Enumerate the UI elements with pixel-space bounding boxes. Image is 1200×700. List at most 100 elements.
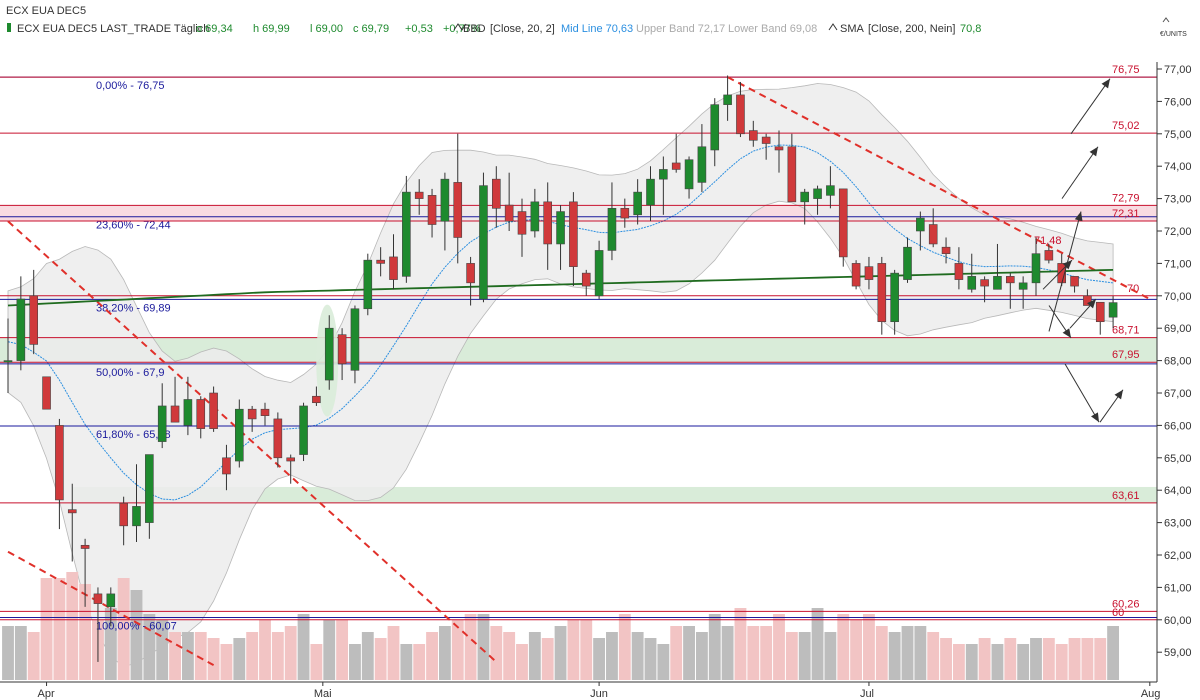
volume-bar xyxy=(169,632,181,680)
candle-body xyxy=(93,593,103,604)
candle-body xyxy=(55,425,64,501)
volume-bar xyxy=(580,620,593,680)
volume-bar xyxy=(156,620,169,680)
candle-body xyxy=(736,94,745,135)
candle-body xyxy=(132,506,141,527)
instrument-label: ECX EUA DEC5 LAST_TRADE Täglich xyxy=(17,23,209,35)
candle-body xyxy=(16,298,26,361)
level-label: 72,31 xyxy=(1112,208,1140,220)
candle-body xyxy=(556,211,565,245)
x-tick-label: Jun xyxy=(590,688,608,700)
volume-bar xyxy=(708,614,721,680)
upper-band-label: Upper Band 72,17 xyxy=(636,23,725,35)
level-label: 68,71 xyxy=(1112,325,1140,337)
volume-bar xyxy=(2,626,14,680)
candle-body xyxy=(684,159,694,190)
candle-body xyxy=(1070,276,1079,287)
volume-bar xyxy=(14,626,27,680)
x-tick-label: Apr xyxy=(38,688,55,700)
high-value: h 69,99 xyxy=(253,23,290,35)
y-tick-label: 74,00 xyxy=(1164,161,1192,173)
candle-body xyxy=(183,399,193,426)
candle-body xyxy=(324,327,334,381)
volume-bar xyxy=(79,584,92,680)
y-tick-label: 69,00 xyxy=(1164,323,1192,335)
volume-bar xyxy=(451,620,464,680)
volume-bar xyxy=(747,626,760,680)
volume-bar xyxy=(27,632,40,680)
projection-arrow xyxy=(1048,211,1082,332)
candle-body xyxy=(491,178,501,209)
volume-bar xyxy=(387,626,400,680)
volume-bar xyxy=(336,620,349,680)
volume-bar xyxy=(400,644,413,680)
trend-line xyxy=(7,550,215,667)
chevron-up-icon[interactable] xyxy=(1162,17,1170,23)
fib-label: 100,00% - 60,07 xyxy=(96,621,177,633)
volume-bar xyxy=(1030,638,1042,680)
svg-text:ECX EUA DEC5 LAST_TRADE Täglic: ECX EUA DEC5 LAST_TRADE Täglich o 69,34 … xyxy=(17,23,981,35)
volume-bar xyxy=(503,632,516,680)
volume-bar xyxy=(413,644,426,680)
volume-bar xyxy=(66,572,79,680)
candle-body xyxy=(337,334,347,365)
volume-bar xyxy=(863,614,875,680)
x-tick-label: Mai xyxy=(314,688,332,700)
projection-arrow xyxy=(1070,78,1111,135)
volume-bar xyxy=(490,626,503,680)
y-tick-label: 59,00 xyxy=(1164,647,1192,659)
volume-bar xyxy=(40,578,53,680)
volume-bar xyxy=(914,626,927,680)
y-axis: 59,00 60,00 61,00 62,00 63,00 64,00 65,00 66,00… xyxy=(1157,64,1192,659)
projection-arrow-head xyxy=(1074,211,1083,222)
x-tick-label: Aug xyxy=(1141,688,1161,700)
volume-bar xyxy=(1042,638,1055,680)
candle-body xyxy=(838,188,848,258)
candle-body xyxy=(466,263,475,284)
candle-body xyxy=(1095,301,1105,323)
volume-bar xyxy=(618,614,631,680)
trend-line xyxy=(7,220,497,663)
volume-bar xyxy=(207,638,220,680)
candle-body xyxy=(967,276,977,290)
candle-body xyxy=(350,308,360,371)
volume-bar xyxy=(1107,626,1120,680)
candle-body xyxy=(196,399,206,429)
y-tick-label: 61,00 xyxy=(1164,582,1192,594)
volume-bar xyxy=(284,626,297,680)
open-value: o 69,34 xyxy=(196,23,233,35)
y-tick-label: 67,00 xyxy=(1164,388,1192,400)
candle-body xyxy=(569,201,578,267)
candle-body xyxy=(671,162,681,170)
volume-bar xyxy=(901,626,914,680)
candle-body xyxy=(1083,295,1092,306)
fib-label: 0,00% - 76,75 xyxy=(96,80,165,92)
projection-arrow-head xyxy=(1089,146,1098,157)
level-label: 75,02 xyxy=(1112,120,1140,132)
candle-body xyxy=(646,178,655,206)
volume-bar xyxy=(310,644,323,680)
volume-bar xyxy=(927,632,940,680)
volume-bar xyxy=(593,638,606,680)
candle-body xyxy=(286,457,296,462)
candle-body xyxy=(1108,302,1118,318)
candle-body xyxy=(80,544,90,549)
candle-body xyxy=(3,360,13,363)
candle-body xyxy=(145,454,154,523)
volume-bar xyxy=(631,632,644,680)
volume-bar xyxy=(323,620,336,680)
volume-bar xyxy=(1081,638,1094,680)
candle-body xyxy=(851,263,861,287)
volume-bar xyxy=(875,626,888,680)
volume-bar xyxy=(952,644,965,680)
candle-body xyxy=(312,395,321,404)
x-tick-label: Jul xyxy=(860,688,874,700)
volume-bar xyxy=(773,614,785,680)
volume-bar xyxy=(606,632,618,680)
candle-body xyxy=(363,259,373,310)
candle-body xyxy=(504,204,514,222)
candle-body xyxy=(813,188,822,199)
level-label: 71,48 xyxy=(1034,235,1062,247)
volume-bar xyxy=(374,638,387,680)
